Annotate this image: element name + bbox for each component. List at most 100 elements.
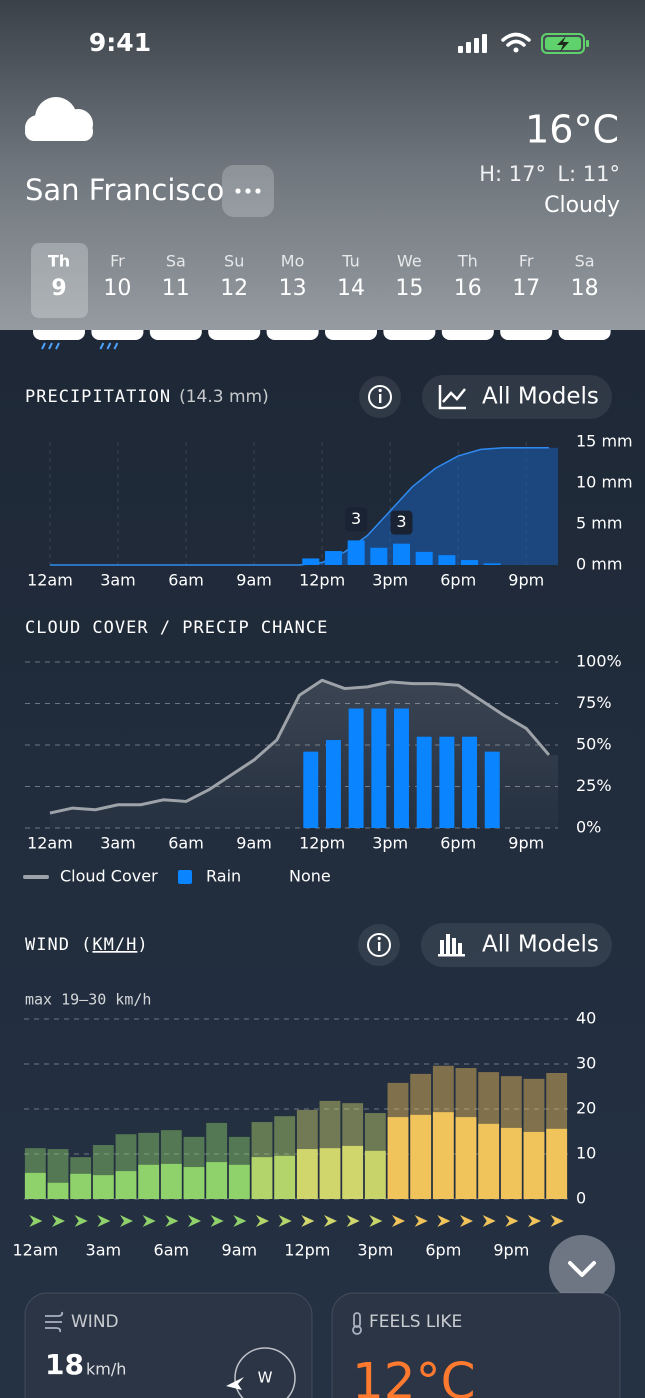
card-value: 18: [45, 1348, 84, 1381]
temperature: 16°C: [525, 108, 619, 152]
bar: [325, 740, 341, 828]
day-name: Tu: [341, 252, 359, 271]
day-name: Fr: [110, 252, 125, 271]
bar: [302, 558, 320, 565]
title: PRECIPITATION: [25, 387, 171, 407]
scroll-button[interactable]: [549, 1235, 615, 1301]
feels-like-card[interactable]: [331, 1292, 621, 1398]
wind-arrow: [120, 1215, 133, 1227]
card-unit: km/h: [86, 1360, 126, 1379]
status-time: 9:41: [89, 28, 151, 57]
bar: [160, 1163, 182, 1199]
bar: [138, 1164, 160, 1199]
bar: [484, 751, 500, 828]
day-date: 9: [51, 276, 66, 301]
wind-arrow: [97, 1215, 111, 1227]
area-fill: [49, 447, 558, 565]
bar: [392, 543, 411, 565]
wind-arrow: [369, 1215, 383, 1227]
accumulation-line: [49, 446, 549, 566]
wind-arrow: [52, 1215, 65, 1227]
y-tick-label: 100%: [576, 652, 622, 671]
x-tick-label: 9pm: [508, 834, 544, 853]
info-icon: [368, 385, 392, 409]
cloud-icon: [25, 97, 93, 141]
y-tick-label: 40: [576, 1009, 596, 1028]
y-tick-label: 0%: [576, 818, 601, 837]
y-tick-label: 0: [576, 1189, 586, 1208]
bar: [274, 1155, 296, 1199]
bar: [303, 751, 319, 828]
bar: [478, 1123, 500, 1199]
wind-arrow: [460, 1215, 473, 1227]
bar: [387, 1117, 409, 1199]
wifi-icon: [501, 32, 531, 53]
day-date: 10: [103, 276, 131, 301]
x-tick-label: 3am: [100, 834, 136, 853]
models-button[interactable]: [422, 375, 612, 419]
x-tick-label: 9am: [236, 571, 272, 590]
x-tick-label: 3pm: [372, 834, 408, 853]
bar: [115, 1171, 137, 1199]
wind-arrow: [414, 1215, 428, 1227]
x-tick-label: 3am: [100, 571, 136, 590]
rain-drops: [99, 342, 119, 350]
y-tick-label: 0 mm: [576, 555, 622, 574]
wind-arrow: [392, 1215, 405, 1227]
title-unit: KM/H: [92, 935, 137, 955]
bar: [347, 540, 365, 565]
bar: [364, 1150, 386, 1199]
day-name: Th: [48, 252, 70, 271]
compass: [234, 1347, 296, 1398]
x-tick-label: 9am: [222, 1241, 258, 1260]
bar: [92, 1175, 114, 1199]
y-tick-label: 5 mm: [576, 514, 622, 533]
day-name: Fr: [519, 252, 534, 271]
compass-arrow: [226, 1377, 244, 1390]
day-name: Sa: [575, 252, 595, 271]
bar: [394, 708, 409, 828]
wind-arrow: [233, 1215, 247, 1227]
y-tick-label: 10: [576, 1144, 596, 1163]
day-name: Mo: [281, 252, 305, 271]
wind-card[interactable]: [24, 1292, 313, 1398]
wind-arrow: [142, 1215, 156, 1227]
bar: [251, 1157, 273, 1199]
bar: [70, 1173, 92, 1199]
wind-arrow: [301, 1215, 315, 1227]
x-tick-label: 6pm: [425, 1241, 461, 1260]
x-tick-label: 12pm: [299, 571, 345, 590]
bar: [371, 708, 387, 828]
x-tick-label: 9am: [236, 834, 272, 853]
bar: [438, 555, 456, 565]
x-tick-label: 6pm: [440, 571, 476, 590]
bar: [206, 1162, 228, 1199]
bar: [416, 736, 432, 828]
section-title: CLOUD COVER / PRECIP CHANCE: [25, 618, 328, 638]
bar: [47, 1182, 69, 1199]
bar: [455, 1117, 477, 1199]
header-background: [0, 0, 645, 330]
bars-icon: [438, 934, 465, 957]
bar: [324, 551, 342, 565]
wind-arrow: [256, 1215, 269, 1227]
day-name: Su: [224, 252, 244, 271]
bar: [348, 708, 364, 828]
wind-arrow: [550, 1215, 564, 1227]
y-tick-label: 25%: [576, 776, 612, 795]
x-tick-label: 6am: [168, 571, 204, 590]
battery-icon: [541, 33, 589, 54]
value-label-bg: [345, 507, 368, 532]
bar: [483, 563, 501, 565]
condition: Cloudy: [544, 193, 620, 218]
wind-arrow: [74, 1215, 88, 1227]
x-tick-label: 12am: [12, 1241, 58, 1260]
value-label: 3: [351, 509, 361, 528]
y-tick-label: 30: [576, 1054, 596, 1073]
bar: [432, 1112, 454, 1199]
day-date: 12: [220, 276, 248, 301]
models-button[interactable]: [421, 923, 612, 967]
x-tick-label: 3am: [86, 1241, 122, 1260]
wind-subtitle: max 19–30 km/h: [25, 991, 151, 1009]
